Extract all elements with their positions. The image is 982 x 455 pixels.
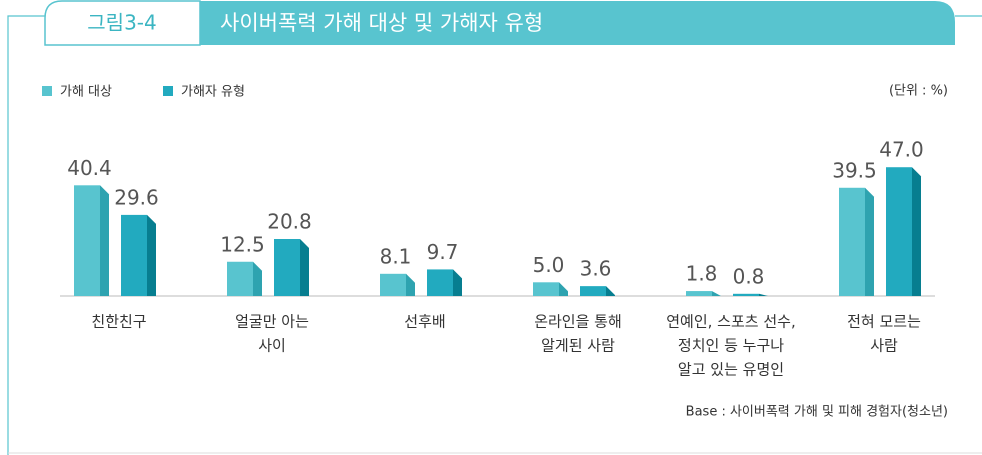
bar — [227, 261, 253, 296]
value-label: 8.1 — [380, 244, 412, 268]
x-tick-label: 알게된 사람 — [541, 337, 615, 355]
bar-side — [453, 269, 462, 296]
legend-label: 가해자 유형 — [181, 85, 245, 100]
unit-label: (단위 : %) — [889, 84, 948, 99]
legend-swatch — [163, 86, 173, 96]
bar-side — [759, 293, 768, 296]
bar-side — [253, 261, 262, 296]
bar-side — [606, 286, 615, 296]
value-label: 5.0 — [533, 253, 565, 277]
value-label: 20.8 — [267, 210, 312, 234]
x-tick-label: 사이 — [258, 337, 286, 355]
value-label: 12.5 — [220, 232, 265, 256]
figure-label: 그림3-4 — [87, 11, 156, 35]
bar — [886, 167, 912, 296]
bar-side — [300, 239, 309, 296]
value-label: 1.8 — [686, 262, 718, 286]
value-label: 3.6 — [580, 257, 612, 281]
chart-title: 사이버폭력 가해 대상 및 가해자 유형 — [220, 11, 543, 35]
value-label: 29.6 — [114, 185, 159, 209]
bar — [686, 291, 712, 296]
figure-label-box — [44, 0, 201, 46]
bar-side — [100, 185, 109, 296]
x-tick-label: 선후배 — [404, 313, 445, 331]
bar — [427, 269, 453, 296]
bar — [733, 293, 759, 296]
bar — [839, 187, 865, 296]
value-label: 40.4 — [67, 156, 112, 180]
x-tick-label: 온라인을 통해 — [534, 313, 622, 331]
legend-label: 가해 대상 — [60, 85, 112, 100]
x-tick-label: 알고 있는 유명인 — [678, 361, 784, 379]
bar-side — [559, 282, 568, 296]
x-tick-label: 얼굴만 아는 — [235, 313, 309, 331]
x-tick-label: 전혀 모르는 — [847, 313, 921, 331]
bar-side — [912, 167, 921, 296]
bar-side — [147, 214, 156, 296]
value-label: 9.7 — [427, 240, 459, 264]
bar-side — [406, 273, 415, 296]
x-tick-label: 친한친구 — [91, 313, 146, 331]
frame — [7, 15, 45, 455]
bar — [274, 239, 300, 296]
bar — [380, 273, 406, 296]
value-label: 39.5 — [832, 158, 877, 182]
x-tick-label: 정치인 등 누구나 — [678, 337, 784, 355]
value-label: 47.0 — [879, 138, 924, 162]
value-label: 0.8 — [733, 264, 765, 288]
bar — [533, 282, 559, 296]
bar-side — [712, 291, 721, 296]
legend-swatch — [42, 86, 52, 96]
bar-side — [865, 187, 874, 296]
x-tick-label: 연예인, 스포츠 선수, — [666, 313, 795, 331]
title-banner — [200, 1, 955, 45]
bar — [74, 185, 100, 296]
source-note: Base : 사이버폭력 가해 및 피해 경험자(청소년) — [686, 405, 948, 420]
bar — [121, 214, 147, 296]
bar — [580, 286, 606, 296]
x-tick-label: 사람 — [870, 337, 898, 355]
